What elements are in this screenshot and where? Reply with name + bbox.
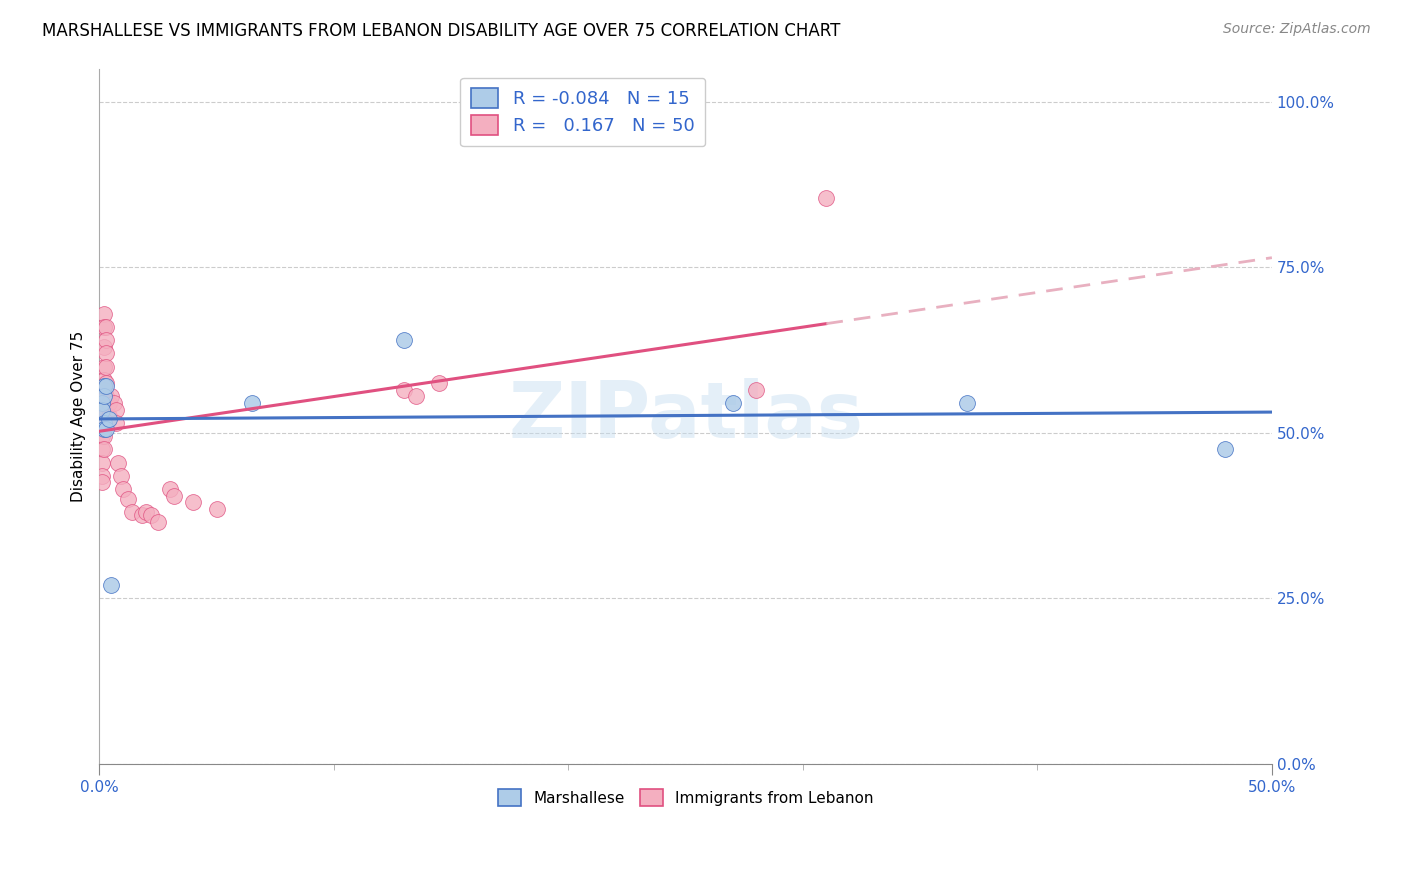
Point: [90, 468, 112, 483]
Point: [90, 442, 112, 457]
Point: [97, 396, 120, 410]
Point: [93, 373, 115, 387]
Point: [93, 319, 115, 334]
Point: [93, 429, 115, 443]
Point: [90, 402, 112, 417]
Point: [163, 489, 186, 503]
Text: MARSHALLESE VS IMMIGRANTS FROM LEBANON DISABILITY AGE OVER 75 CORRELATION CHART: MARSHALLESE VS IMMIGRANTS FROM LEBANON D…: [42, 22, 841, 40]
Y-axis label: Disability Age Over 75: Disability Age Over 75: [72, 331, 86, 502]
Point: [107, 456, 129, 470]
Point: [90, 412, 112, 426]
Point: [100, 389, 122, 403]
Point: [429, 376, 451, 390]
Point: [96, 376, 118, 390]
Point: [93, 416, 115, 430]
Point: [745, 383, 768, 397]
Point: [240, 396, 263, 410]
Point: [90, 475, 112, 490]
Point: [90, 392, 112, 407]
Text: Source: ZipAtlas.com: Source: ZipAtlas.com: [1223, 22, 1371, 37]
Point: [111, 482, 134, 496]
Point: [121, 505, 143, 519]
Point: [93, 389, 115, 403]
Point: [93, 340, 115, 354]
Point: [97, 409, 120, 424]
Point: [96, 333, 118, 347]
Point: [90, 422, 112, 436]
Point: [103, 396, 125, 410]
Point: [93, 359, 115, 374]
Point: [159, 482, 181, 496]
Legend: Marshallese, Immigrants from Lebanon: Marshallese, Immigrants from Lebanon: [489, 780, 883, 815]
Point: [110, 468, 132, 483]
Point: [96, 422, 118, 436]
Point: [93, 416, 115, 430]
Point: [146, 515, 169, 529]
Point: [93, 442, 115, 457]
Point: [117, 491, 139, 506]
Point: [96, 379, 118, 393]
Point: [90, 406, 112, 420]
Point: [100, 578, 122, 592]
Point: [93, 306, 115, 320]
Point: [205, 501, 228, 516]
Point: [96, 346, 118, 360]
Point: [139, 508, 162, 523]
Point: [1213, 442, 1236, 457]
Point: [90, 429, 112, 443]
Point: [394, 333, 416, 347]
Point: [96, 319, 118, 334]
Point: [90, 406, 112, 420]
Point: [93, 383, 115, 397]
Point: [97, 412, 120, 426]
Point: [93, 396, 115, 410]
Point: [90, 396, 112, 410]
Point: [131, 508, 153, 523]
Point: [815, 191, 838, 205]
Point: [96, 359, 118, 374]
Point: [394, 383, 416, 397]
Point: [181, 495, 204, 509]
Point: [93, 379, 115, 393]
Point: [96, 389, 118, 403]
Point: [104, 416, 127, 430]
Point: [405, 389, 427, 403]
Point: [721, 396, 744, 410]
Point: [90, 456, 112, 470]
Text: ZIPatlas: ZIPatlas: [508, 378, 863, 454]
Point: [135, 505, 157, 519]
Point: [956, 396, 979, 410]
Point: [93, 422, 115, 436]
Point: [104, 402, 127, 417]
